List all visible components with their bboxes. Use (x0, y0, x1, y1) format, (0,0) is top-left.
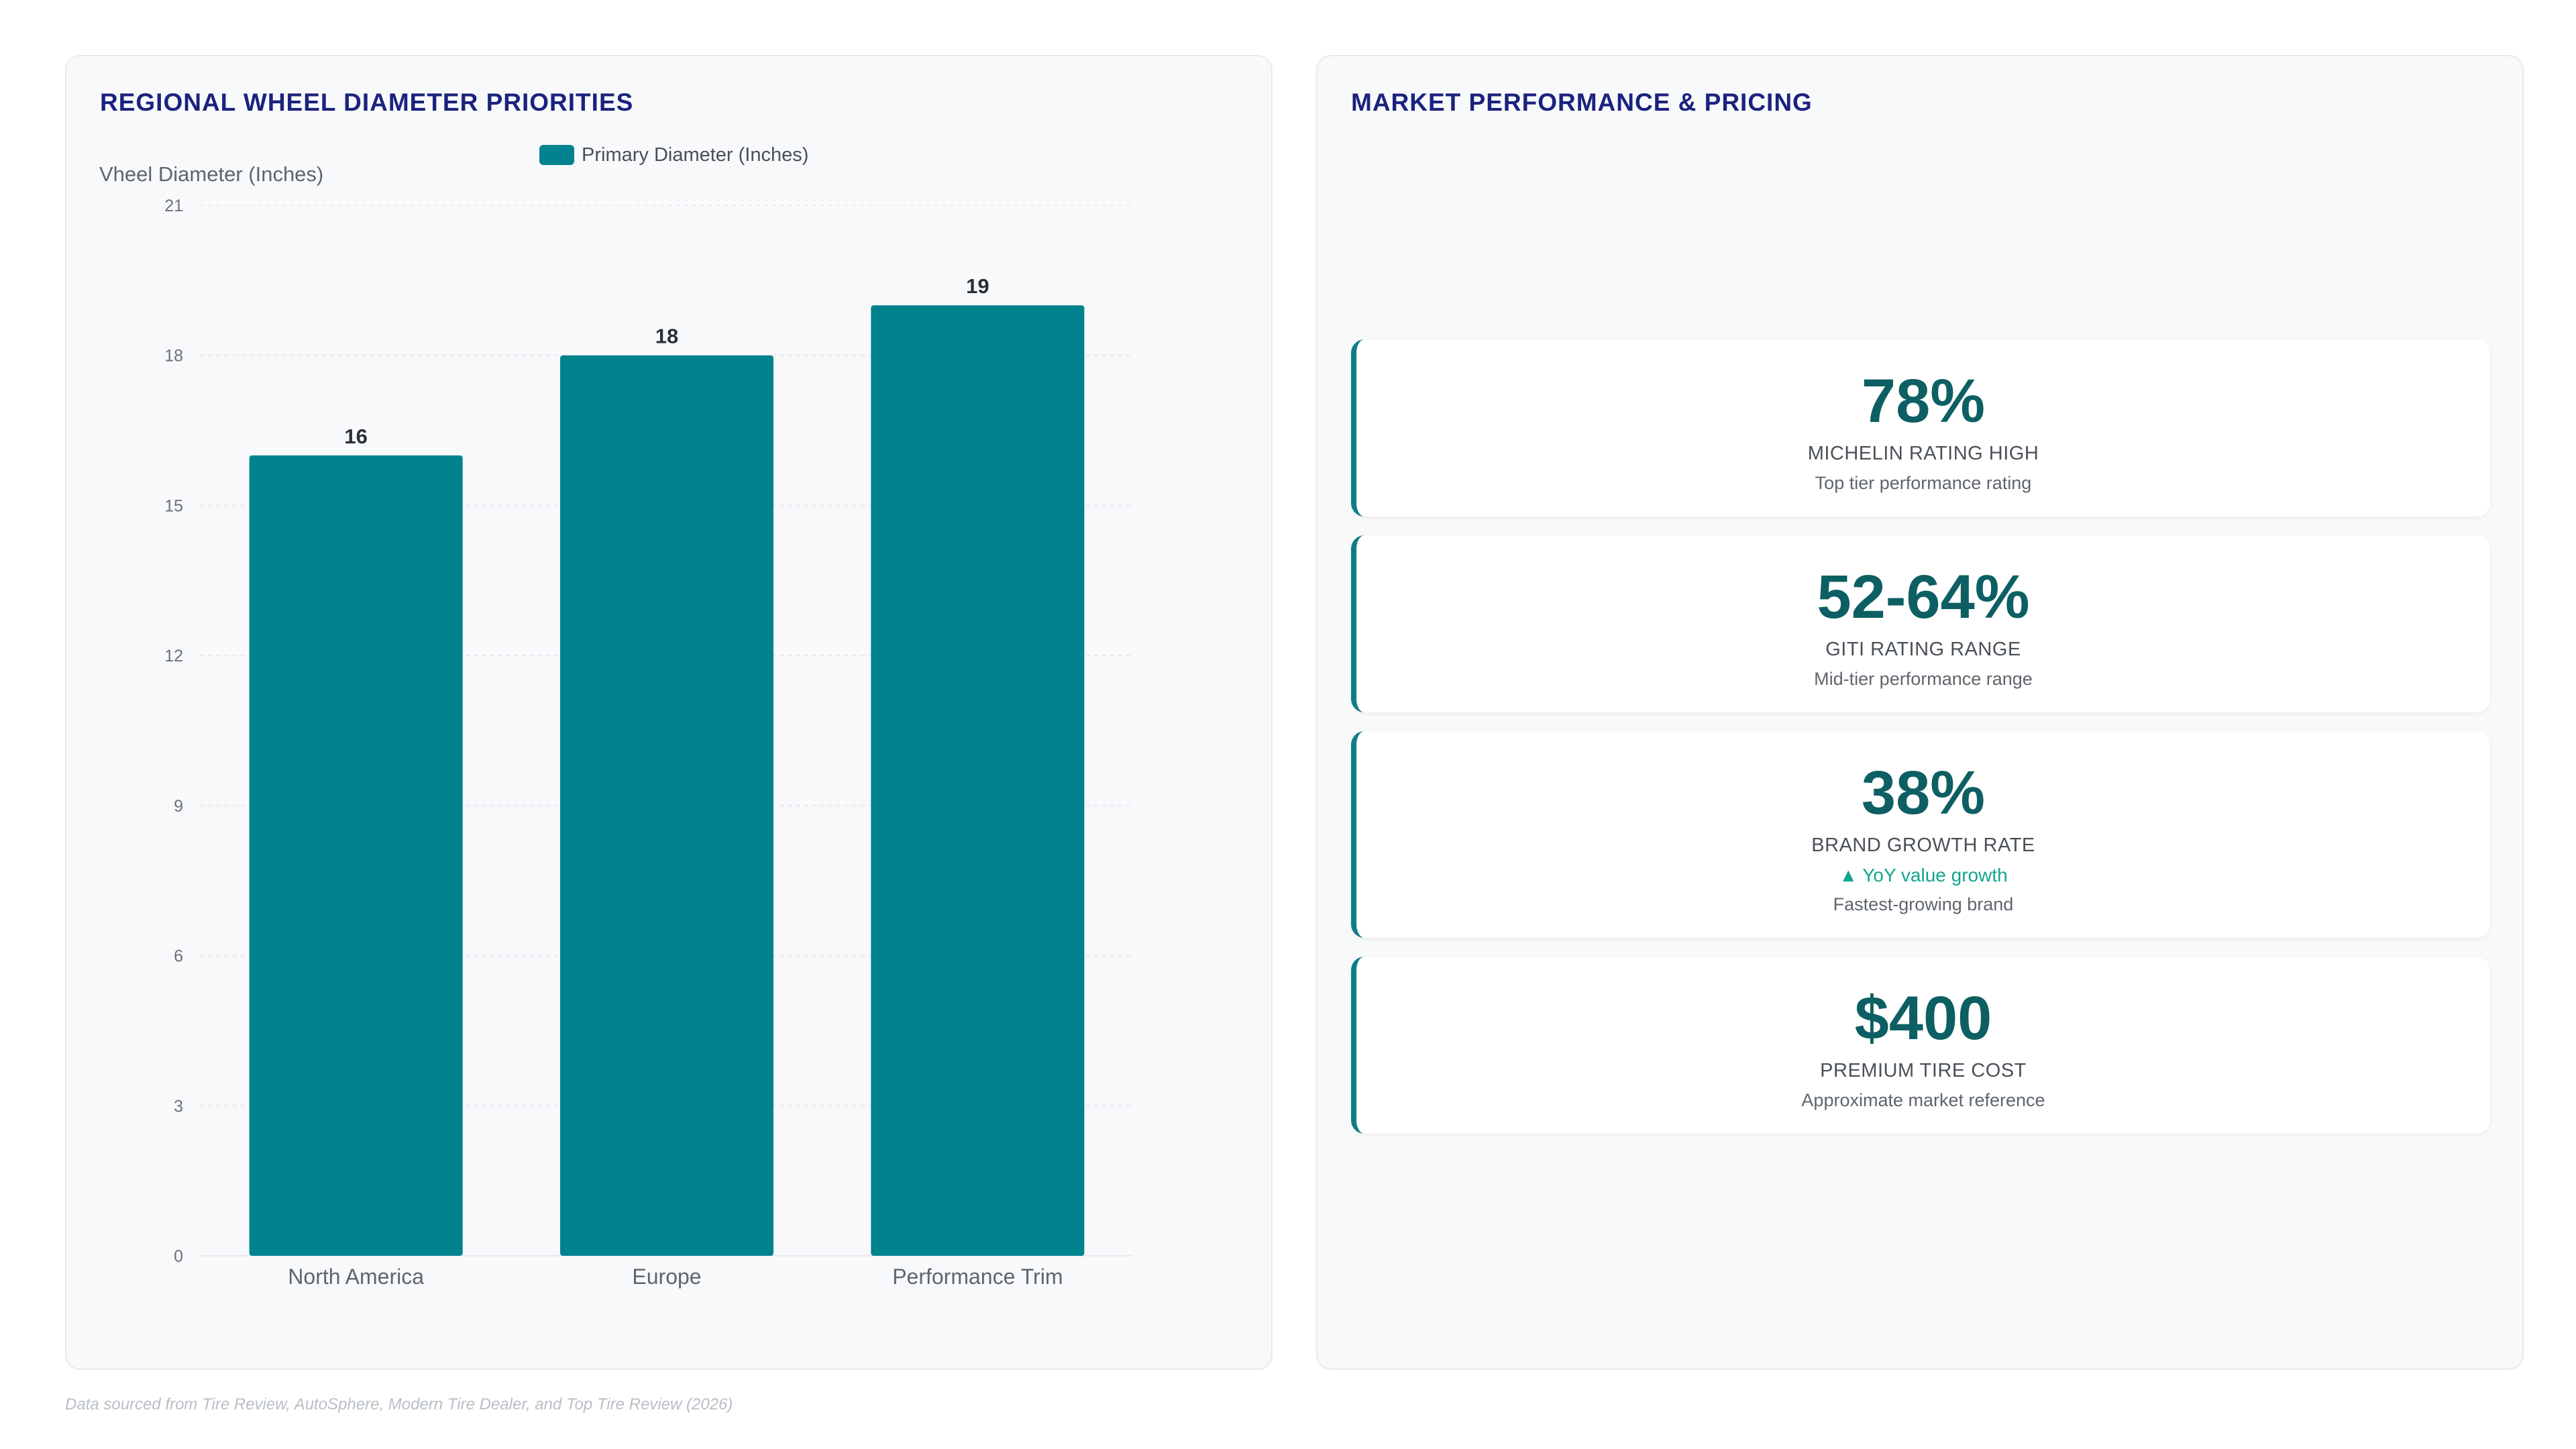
bar-chart: 0 3 6 9 12 15 18 21 Vheel Diameter (Inches) Prima… (99, 144, 1133, 1289)
kpi-card-michelin: 78% MICHELIN RATING HIGH Top tier perfor… (1351, 339, 2490, 517)
x-tick-label: Europe (632, 1265, 701, 1289)
kpi-description: Approximate market reference (1801, 1090, 2045, 1110)
kpi-value: 78% (1861, 367, 1986, 435)
x-tick-label: North America (288, 1265, 424, 1289)
source-footnote: Data sourced from Tire Review, AutoSpher… (65, 1395, 733, 1413)
y-tick-label: 9 (174, 797, 183, 816)
y-tick-label: 21 (164, 197, 183, 215)
kpi-panel-title: MARKET PERFORMANCE & PRICING (1351, 89, 1813, 116)
y-tick-label: 18 (164, 347, 183, 366)
chart-panel: REGIONAL WHEEL DIAMETER PRIORITIES 0 3 6 9 1… (65, 55, 1273, 1370)
kpi-description: Fastest-growing brand (1833, 894, 2014, 914)
y-tick-label: 12 (164, 647, 183, 665)
legend-label: Primary Diameter (Inches) (582, 144, 808, 166)
kpi-label: GITI RATING RANGE (1825, 639, 2021, 660)
kpi-card-growth: 38% BRAND GROWTH RATE ▲ YoY value growth… (1351, 731, 2490, 938)
kpi-label: PREMIUM TIRE COST (1820, 1060, 2027, 1081)
y-tick-label: 15 (164, 496, 183, 515)
bar (249, 455, 463, 1256)
kpi-label: BRAND GROWTH RATE (1811, 835, 2035, 856)
kpi-description: Mid-tier performance range (1814, 669, 2033, 689)
y-axis-title: Vheel Diameter (Inches) (99, 162, 323, 186)
kpi-list: 78% MICHELIN RATING HIGH Top tier perfor… (1351, 339, 2490, 1152)
kpi-label: MICHELIN RATING HIGH (1807, 443, 2039, 464)
kpi-value: 52-64% (1817, 563, 2030, 631)
x-tick-label: Performance Trim (892, 1265, 1063, 1289)
y-tick-label: 3 (174, 1097, 183, 1116)
kpi-card-giti: 52-64% GITI RATING RANGE Mid-tier perfor… (1351, 535, 2490, 712)
chart-panel-title: REGIONAL WHEEL DIAMETER PRIORITIES (100, 89, 634, 116)
kpi-card-premium-cost: $400 PREMIUM TIRE COST Approximate marke… (1351, 957, 2490, 1134)
bar-value-label: 19 (966, 274, 989, 298)
bar (560, 355, 773, 1256)
y-tick-label: 6 (174, 947, 183, 966)
kpi-value: 38% (1861, 759, 1986, 827)
bar-value-label: 16 (344, 425, 367, 448)
bar (871, 305, 1085, 1256)
kpi-panel: MARKET PERFORMANCE & PRICING 78% MICHELI… (1316, 55, 2524, 1370)
kpi-value: $400 (1854, 984, 1992, 1053)
y-tick-label: 0 (174, 1247, 183, 1266)
kpi-description: Top tier performance rating (1815, 473, 2032, 493)
kpi-trend: ▲ YoY value growth (1839, 865, 2008, 885)
bar-value-label: 18 (655, 325, 678, 348)
legend-swatch (539, 145, 574, 165)
